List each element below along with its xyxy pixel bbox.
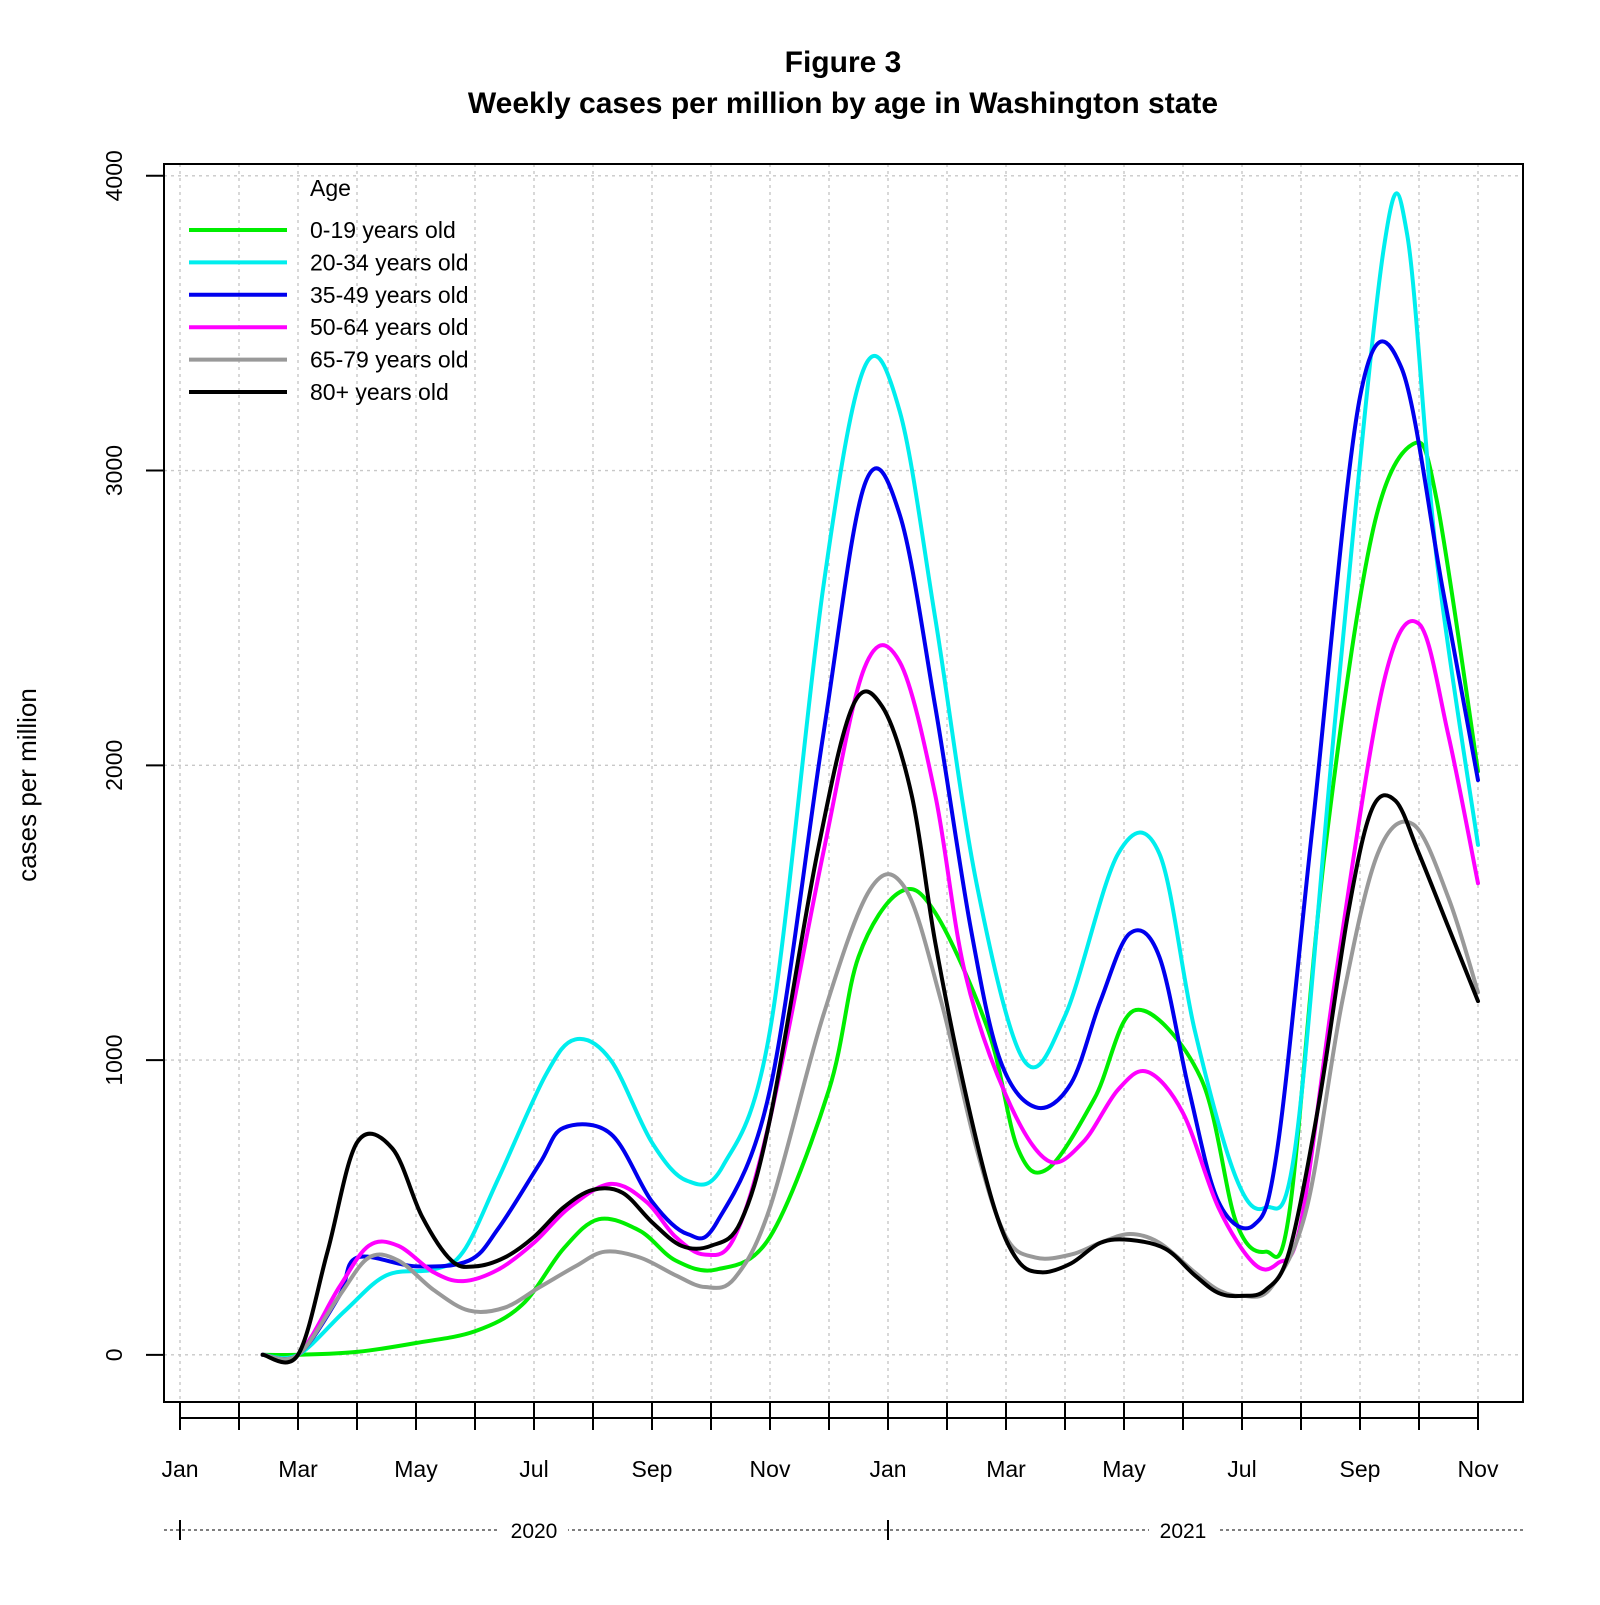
legend-label-80plus-years-old: 80+ years old (310, 379, 449, 405)
y-tick-label: 4000 (101, 150, 127, 201)
year-label: 2020 (511, 1520, 558, 1543)
y-tick-label: 2000 (101, 740, 127, 791)
legend-title: Age (310, 175, 351, 201)
series-lines (260, 191, 1480, 1365)
legend-label-65-79-years-old: 65-79 years old (310, 347, 469, 373)
x-tick-label: Jul (519, 1456, 548, 1482)
x-tick-label: Mar (278, 1456, 318, 1482)
legend-label-0-19-years-old: 0-19 years old (310, 217, 456, 243)
year-label-bg (1149, 1516, 1217, 1542)
y-tick-label: 0 (101, 1348, 127, 1361)
legend-label-35-49-years-old: 35-49 years old (310, 282, 469, 308)
series-line-35-49-years-old (260, 339, 1480, 1362)
x-tick-label: Mar (986, 1456, 1026, 1482)
legend: Age 0-19 years old 20-34 years old 35-49 y… (189, 175, 469, 405)
x-tick-label: May (1102, 1456, 1146, 1482)
x-tick-label: Sep (1340, 1456, 1381, 1482)
legend-label-20-34-years-old: 20-34 years old (310, 249, 469, 275)
x-tick-label: Nov (750, 1456, 791, 1482)
axes: 0 1000 2000 3000 4000 Jan Mar May Jul Sep Nov Jan Ma… (101, 150, 1523, 1543)
grid (164, 164, 1523, 1402)
series-line-80plus-years-old (260, 689, 1480, 1365)
x-tick-label: Sep (632, 1456, 673, 1482)
x-tick-label: Jan (869, 1456, 906, 1482)
y-tick-label: 1000 (101, 1034, 127, 1085)
x-tick-label: Nov (1458, 1456, 1499, 1482)
plot-frame (163, 163, 1524, 1403)
x-tick-label: Jan (161, 1456, 198, 1482)
y-axis-label: cases per million (12, 688, 42, 882)
year-label-bg (500, 1516, 568, 1542)
series-line-0-19-years-old (260, 440, 1480, 1358)
chart-title: Figure 3 (785, 46, 902, 79)
series-line-65-79-years-old (260, 819, 1480, 1362)
x-tick-label: Jul (1227, 1456, 1256, 1482)
x-tick-label: May (394, 1456, 438, 1482)
y-tick-label: 3000 (101, 445, 127, 496)
series-line-20-34-years-old (260, 191, 1480, 1361)
chart-subtitle: Weekly cases per million by age in Washi… (468, 87, 1218, 120)
year-label: 2021 (1160, 1520, 1207, 1543)
legend-label-50-64-years-old: 50-64 years old (310, 314, 469, 340)
